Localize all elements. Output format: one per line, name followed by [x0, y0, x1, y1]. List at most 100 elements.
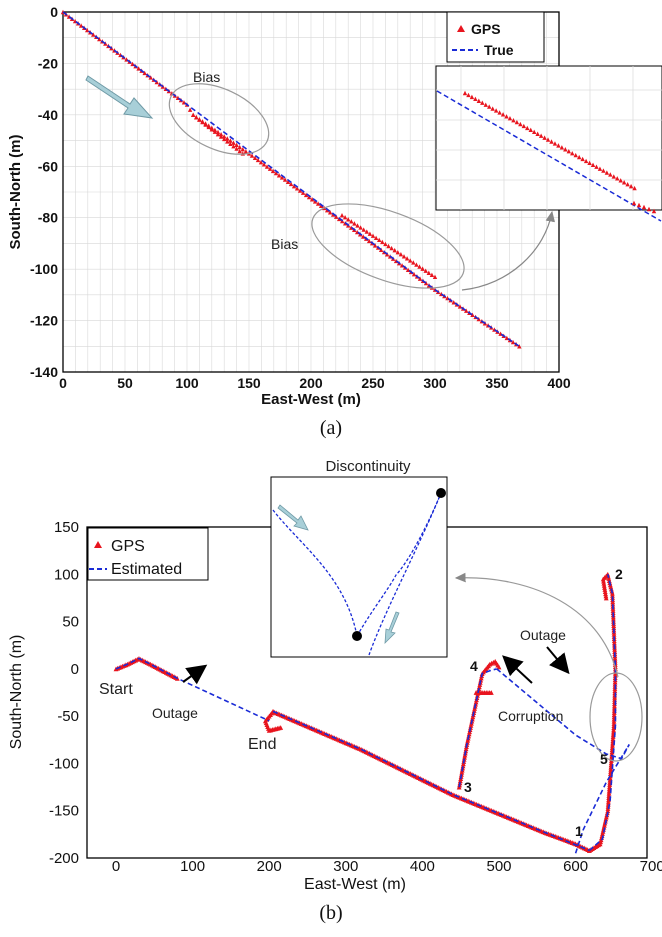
inset-gps-point: [615, 176, 620, 181]
panel-b: 0 100 200 300 400 500 600 700150100500-50-100-1…: [8, 458, 662, 924]
panel-a-ylabel: South-North (m): [7, 135, 24, 250]
gps-point: [203, 122, 208, 127]
inset-gps-point: [608, 172, 613, 177]
panel-b-caption: (b): [319, 902, 342, 924]
gps-point: [279, 175, 285, 180]
inset-gps-point: [480, 100, 485, 105]
gps-point: [240, 146, 245, 152]
gps-point: [318, 203, 324, 208]
x-tick-label: 50: [117, 375, 133, 391]
gps-point: [373, 235, 379, 240]
gps-point: [411, 260, 416, 265]
gps-point: [380, 239, 385, 245]
gps-point: [264, 164, 270, 169]
waypoint-3-label: 3: [464, 779, 472, 795]
inset-est-path-3: [368, 492, 442, 656]
gps-point: [154, 79, 159, 85]
gps-point: [231, 140, 236, 145]
gps-point: [218, 134, 224, 139]
waypoint-5-ellipse: [589, 672, 643, 762]
gps-point: [496, 664, 502, 670]
y-tick-label: -100: [49, 755, 79, 772]
inset-gps-point: [466, 92, 471, 98]
gps-point: [364, 229, 369, 234]
inset-gps-point: [573, 152, 578, 158]
gps-point: [432, 274, 438, 280]
gps-point: [91, 32, 96, 37]
estimated-line: [115, 657, 270, 722]
outage-arrow-2: [546, 646, 570, 675]
legend-b-est-label: Estimated: [111, 561, 182, 578]
inset-grid: [436, 66, 662, 210]
gps-point: [358, 225, 363, 230]
y-tick-label: -120: [30, 313, 58, 329]
panel-a-ticks: 0 50 100 150 200 250 300 350 400 0 -20 -40 -60 -80 -10…: [30, 4, 571, 391]
panel-a-series: [60, 9, 522, 349]
inset-gps-point: [490, 106, 495, 111]
gps-point: [225, 139, 230, 144]
gps-point: [398, 252, 404, 257]
inset-gps-point: [504, 114, 509, 119]
gps-point: [404, 256, 410, 261]
gps-point: [197, 117, 202, 122]
inset-gps-point: [580, 156, 585, 162]
gps-point: [97, 36, 102, 42]
estimated-line: [588, 574, 617, 852]
inset-gps-point: [570, 150, 575, 156]
inset-gps-point: [632, 185, 637, 191]
gps-point: [222, 136, 227, 142]
end-label: End: [248, 736, 276, 753]
inset-gps-point: [511, 117, 516, 123]
x-tick-label: 100: [180, 858, 205, 875]
panel-a-legend: GPS True: [446, 11, 545, 63]
inset-gps-point: [559, 145, 565, 150]
gps-point: [258, 159, 264, 165]
panel-b-ylabel: South-North (m): [8, 635, 25, 750]
gps-point: [237, 148, 242, 154]
gps-point: [333, 214, 339, 219]
x-tick-label: 150: [237, 375, 261, 391]
gps-point: [389, 245, 394, 251]
y-tick-label: 50: [62, 614, 79, 631]
gps-point: [488, 690, 494, 695]
inset-gps-point: [556, 143, 561, 148]
inset-gps-point: [552, 141, 558, 146]
estimated-line: [272, 710, 590, 852]
gps-point: [225, 136, 230, 141]
inset-gps-point: [532, 129, 537, 134]
x-tick-label: 400: [410, 858, 435, 875]
gps-point: [377, 237, 382, 243]
inset-gps-point: [500, 112, 506, 117]
gps-point: [601, 580, 607, 586]
x-tick-label: 500: [486, 858, 511, 875]
bias-label-1: Bias: [193, 69, 220, 85]
bias-ellipse-1: [168, 83, 270, 155]
inset-gps-point: [525, 125, 530, 131]
gps-point: [276, 173, 282, 178]
gps-point: [352, 221, 357, 226]
start-label: Start: [99, 681, 133, 698]
gps-point: [315, 201, 321, 206]
legend-b-gps-label: GPS: [111, 538, 145, 555]
gps-point: [470, 312, 475, 318]
gps-point: [312, 199, 318, 204]
gps-point: [423, 280, 429, 286]
legend-gps-label: GPS: [471, 21, 501, 37]
gps-point: [601, 582, 607, 588]
gps-point: [411, 271, 417, 277]
inset-gps-point: [621, 180, 627, 185]
panel-b-series: [113, 571, 630, 854]
waypoint-5-label: 5: [600, 751, 608, 767]
outage-label-2: Outage: [520, 627, 566, 643]
gps-point: [206, 124, 211, 130]
panel-b-xlabel: East-West (m): [304, 876, 406, 893]
gps-point: [267, 166, 273, 171]
inset-gps-point: [542, 135, 547, 140]
corruption-arrow: [502, 655, 533, 684]
legend-gps-marker: [457, 25, 465, 32]
legend-b-gps-marker: [94, 541, 102, 548]
gps-point: [252, 155, 258, 160]
gps-point: [339, 212, 345, 218]
gps-point: [136, 66, 141, 71]
